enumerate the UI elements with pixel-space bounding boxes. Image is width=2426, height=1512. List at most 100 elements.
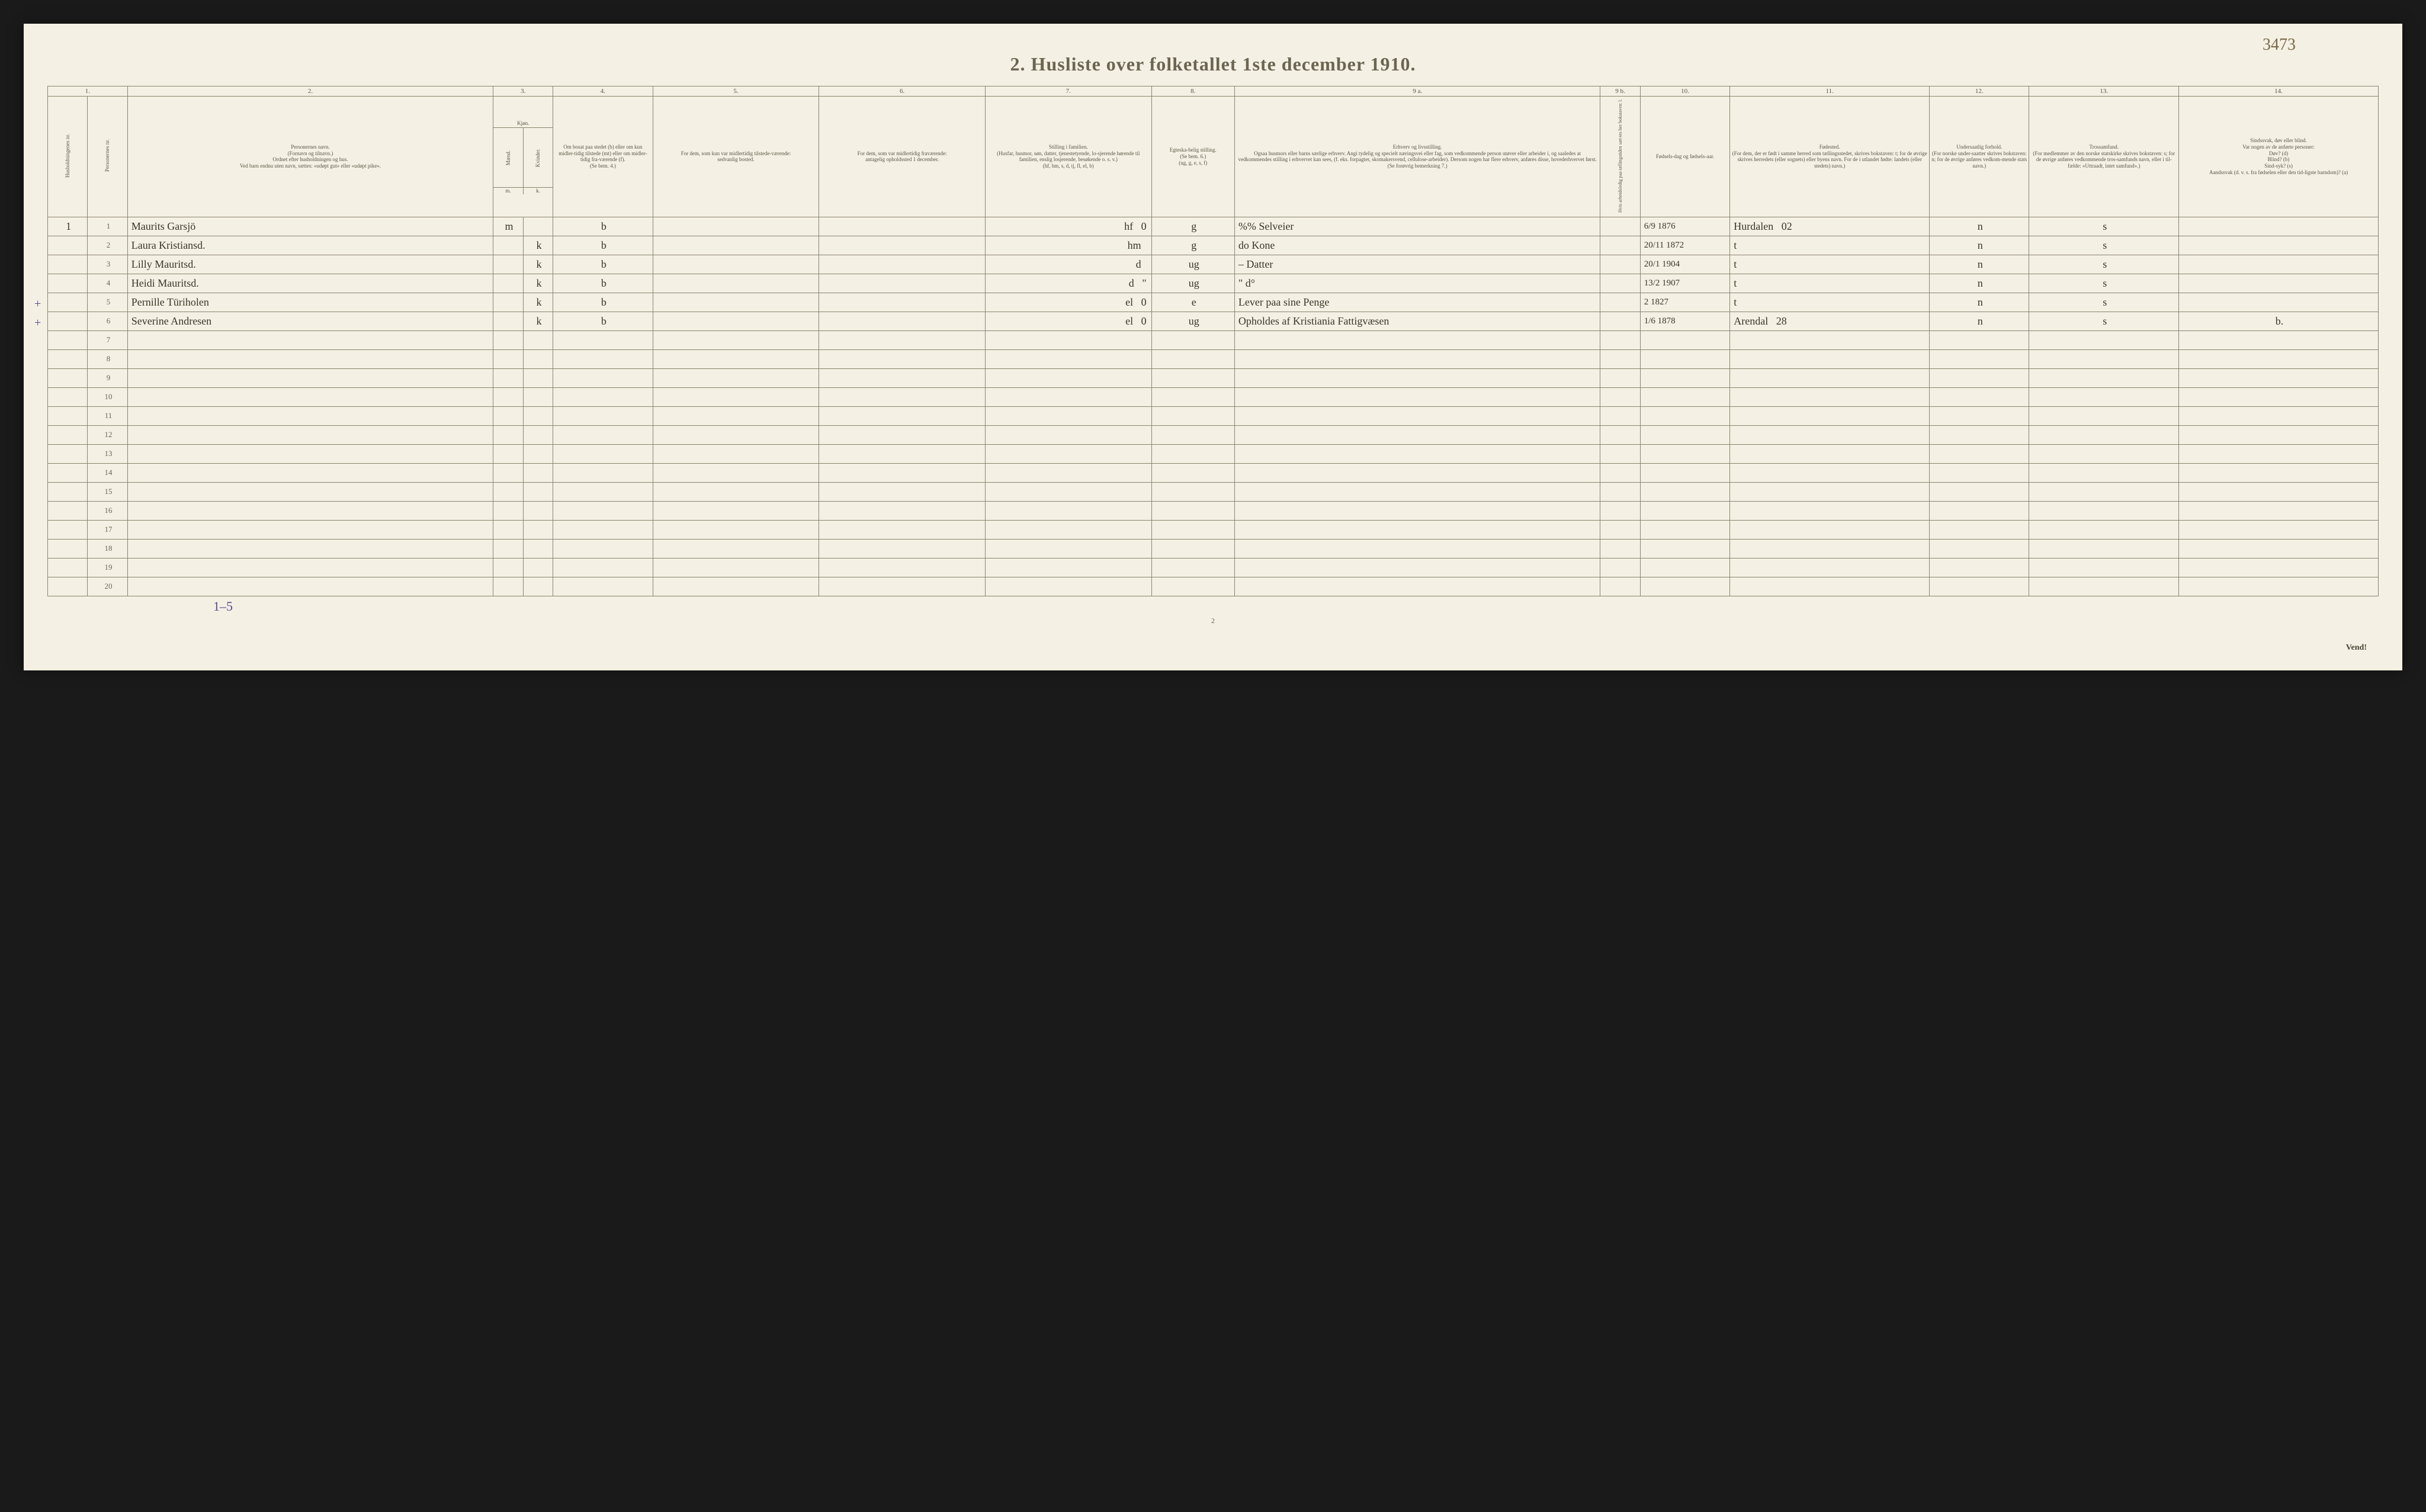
cell [1730, 406, 1930, 425]
census-table: 1. 2. 3. 4. 5. 6. 7. 8. 9 a. 9 b. 10. 11… [47, 86, 2379, 596]
page-number: 2 [47, 617, 2379, 625]
cell [493, 444, 524, 463]
cell [653, 387, 819, 406]
cell [1730, 368, 1930, 387]
cell [2029, 558, 2179, 577]
cell [1600, 520, 1640, 539]
cell [1730, 444, 1930, 463]
cell [523, 425, 553, 444]
cell-female [523, 217, 553, 236]
colnum: 10. [1640, 86, 1730, 97]
cell [523, 577, 553, 596]
header-name: Personernes navn. (Fornavn og tilnavn.) … [127, 97, 493, 217]
header-marital: Egteska-belig stilling. (Se bem. 6.) (ug… [1151, 97, 1234, 217]
turn-over-label: Vend! [47, 643, 2379, 653]
cell-male [493, 236, 524, 255]
cell [493, 330, 524, 349]
cell-unemployed [1600, 255, 1640, 274]
cell [819, 330, 986, 349]
cell-unemployed [1600, 312, 1640, 330]
cell [819, 406, 986, 425]
cell [653, 558, 819, 577]
cell [523, 558, 553, 577]
cell [985, 558, 1151, 577]
cell-absent [819, 217, 986, 236]
cell [2179, 387, 2379, 406]
cell [819, 482, 986, 501]
cell [493, 387, 524, 406]
cell-marital: ug [1151, 312, 1234, 330]
cell [819, 501, 986, 520]
cell [819, 539, 986, 558]
cell [2029, 539, 2179, 558]
header-nationality: Undersaatlig forhold. (For norske under-… [1930, 97, 2029, 217]
cell [48, 520, 88, 539]
cell-resident: b [553, 236, 653, 255]
cell [1640, 368, 1730, 387]
cell-nationality: n [1930, 236, 2029, 255]
cell [2029, 463, 2179, 482]
cell [493, 482, 524, 501]
colnum: 5. [653, 86, 819, 97]
cell-birthplace: Arendal 28 [1730, 312, 1930, 330]
cell [127, 463, 493, 482]
cell [48, 349, 88, 368]
cell [1640, 520, 1730, 539]
cell [523, 463, 553, 482]
header-person-nr: Personernes nr. [88, 97, 127, 217]
cell [48, 463, 88, 482]
cell-birthdate: 1/6 1878 [1640, 312, 1730, 330]
cell-disability [2179, 217, 2379, 236]
cell [1151, 425, 1234, 444]
cell [819, 349, 986, 368]
cell-birthdate: 2 1827 [1640, 293, 1730, 312]
cell [48, 539, 88, 558]
cell-occupation: Opholdes af Kristiania Fattigvæsen [1234, 312, 1600, 330]
cell [1234, 558, 1600, 577]
cell-name: Lilly Mauritsd. [127, 255, 493, 274]
cell [127, 501, 493, 520]
cell [48, 406, 88, 425]
cell-absent [819, 293, 986, 312]
cell [493, 539, 524, 558]
cell [1640, 577, 1730, 596]
cell-nationality: n [1930, 217, 2029, 236]
cell [493, 463, 524, 482]
cell-usual-residence [653, 312, 819, 330]
cell [1730, 520, 1930, 539]
cell-usual-residence [653, 217, 819, 236]
cell [1151, 406, 1234, 425]
cell-absent [819, 312, 986, 330]
cell-usual-residence [653, 255, 819, 274]
cell [653, 501, 819, 520]
cell [1730, 349, 1930, 368]
table-row-empty: 16 [48, 501, 2379, 520]
cell [1600, 330, 1640, 349]
cell [553, 425, 653, 444]
cell [985, 330, 1151, 349]
cell [1151, 501, 1234, 520]
cell [1730, 558, 1930, 577]
cell-male [493, 293, 524, 312]
cell [1234, 406, 1600, 425]
cell [819, 463, 986, 482]
cell-name: Maurits Garsjö [127, 217, 493, 236]
colnum: 2. [127, 86, 493, 97]
cell-occupation: – Datter [1234, 255, 1600, 274]
cell [2179, 539, 2379, 558]
cell-marital: g [1151, 217, 1234, 236]
cell-resident: b [553, 217, 653, 236]
colnum: 9 a. [1234, 86, 1600, 97]
cell-family-pos: hf 0 [985, 217, 1151, 236]
cell [1151, 330, 1234, 349]
cell [493, 558, 524, 577]
cell [127, 444, 493, 463]
cell [1151, 539, 1234, 558]
cell [2029, 444, 2179, 463]
cell-person-nr: +6 [88, 312, 127, 330]
cell-hh [48, 255, 88, 274]
table-row-empty: 17 [48, 520, 2379, 539]
annotation-topright: 3473 [2263, 36, 2296, 54]
cell [985, 368, 1151, 387]
colnum: 14. [2179, 86, 2379, 97]
